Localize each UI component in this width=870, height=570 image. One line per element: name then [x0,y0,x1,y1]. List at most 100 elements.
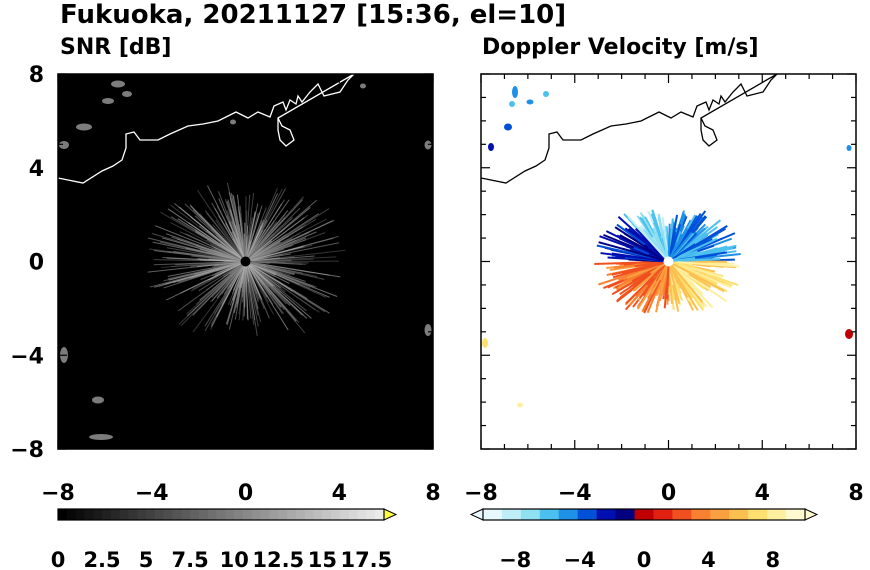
doppler-colorbar-cell [748,509,768,520]
snr-echo-ray [228,221,246,262]
snr-echo-ray [245,217,253,262]
snr-echo-ray [245,241,281,262]
snr-echo-ray [206,212,246,262]
snr-echo-ray [216,261,246,318]
snr-colorbar-cell [66,509,77,520]
snr-echo-rays [147,182,346,336]
snr-echo-ray [245,199,290,262]
snr-colorbar-label: 12.5 [252,548,304,570]
snr-colorbar-cell [154,509,165,520]
snr-colorbar-cell [84,509,94,520]
doppler-clutter-echo [512,86,518,98]
doppler-echo-ray [650,261,670,295]
snr-echo-ray [232,195,246,262]
doppler-clutter-echo [482,338,488,348]
doppler-panel: −8 −4 0 4 8 [464,73,864,506]
snr-colorbar-cell [93,509,103,520]
snr-echo-ray [245,217,305,262]
doppler-echo-ray [667,243,696,263]
doppler-colorbar-cell [634,509,654,520]
snr-clutter-echo [102,98,114,104]
snr-echo-ray [190,216,246,262]
snr-clutter-echo [76,123,92,131]
snr-echo-ray [245,225,249,262]
snr-echo-ray [238,209,246,262]
snr-colorbar-label: 15 [308,548,337,570]
snr-echo-ray [245,261,307,312]
doppler-colorbar-cell [672,509,692,520]
doppler-echo-ray [668,260,740,268]
snr-coastline [58,74,355,184]
snr-echo-ray [189,205,246,262]
snr-colorbar-cell [181,509,191,520]
snr-echo-ray [245,206,311,262]
snr-echo-ray [245,261,274,287]
doppler-echo-ray [667,260,699,311]
snr-colorbar-label: 7.5 [172,548,209,570]
snr-colorbar-cell [146,509,156,520]
doppler-echo-ray [655,261,670,313]
doppler-echo-ray [600,252,669,263]
snr-colorbar-labels: 0 2.5 5 7.5 10 12.5 15 17.5 [51,548,393,570]
snr-echo-ray [245,193,278,262]
snr-colorbar-cell [119,509,129,520]
snr-colorbar-cell [357,509,367,520]
snr-echo-ray [153,261,246,266]
snr-echo-ray [172,261,246,284]
snr-colorbar-cell [260,509,270,520]
doppler-clutter-echo [846,145,852,151]
doppler-colorbar-cell [539,509,560,520]
doppler-colorbar-cell [710,509,730,520]
snr-colorbar-cell [198,509,209,520]
snr-echo-ray [245,261,259,303]
snr-colorbar-cell [137,509,147,520]
x-tick-label: −4 [558,481,592,506]
doppler-colorbar-cell [558,509,579,520]
x-tick-label: 4 [755,481,770,506]
doppler-echo-ray [667,261,681,305]
doppler-clutter-echo [504,123,512,131]
snr-echo-ray [245,232,326,262]
doppler-colorbar-extend-max [804,508,819,521]
snr-colorbar-cell [339,509,350,520]
snr-colorbar-cell [375,509,385,520]
snr-clutter-echo [360,83,366,89]
x-tick-label: 0 [238,481,253,506]
snr-clutter-echoes [59,80,432,440]
snr-panel-title: SNR [dB] [60,35,172,60]
snr-echo-ray [161,261,246,268]
doppler-echo-ray [657,213,670,262]
snr-echo-ray [245,228,266,262]
doppler-colorbar-label: 8 [765,548,780,570]
snr-colorbar-label: 17.5 [340,548,392,570]
snr-clutter-echo [424,140,432,150]
y-tick-label: −4 [10,344,44,369]
doppler-echo-ray [668,260,725,292]
snr-colorbar-cell [207,509,218,520]
snr-clutter-echo [122,91,132,97]
y-tick-label: 8 [29,63,44,88]
snr-colorbar-label: 5 [139,548,154,570]
doppler-echo-ray [668,260,699,270]
figure-title: Fukuoka, 20211127 [15:36, el=10] [60,0,567,30]
doppler-colorbar-cell [577,509,598,520]
snr-colorbar [57,508,398,521]
snr-colorbar-cell [366,509,376,520]
snr-echo-ray [245,246,304,262]
y-tick-label: 0 [29,251,44,276]
doppler-echo-ray [625,260,670,305]
snr-echo-ray [245,261,330,314]
snr-colorbar-frame [57,508,385,521]
doppler-colorbar-label: 0 [637,548,652,570]
snr-colorbar-cell [278,509,288,520]
snr-colorbar-cell [243,509,253,520]
y-tick-label: −8 [10,438,44,463]
doppler-panel-title: Doppler Velocity [m/s] [482,35,759,60]
doppler-echo-ray [598,241,669,263]
doppler-colorbar-extend-min [469,508,484,521]
doppler-echo-ray [667,232,693,263]
snr-echo-ray [226,201,246,262]
snr-colorbar-cell [172,509,182,520]
doppler-colorbar-labels: −8 −4 0 4 8 [499,548,780,570]
